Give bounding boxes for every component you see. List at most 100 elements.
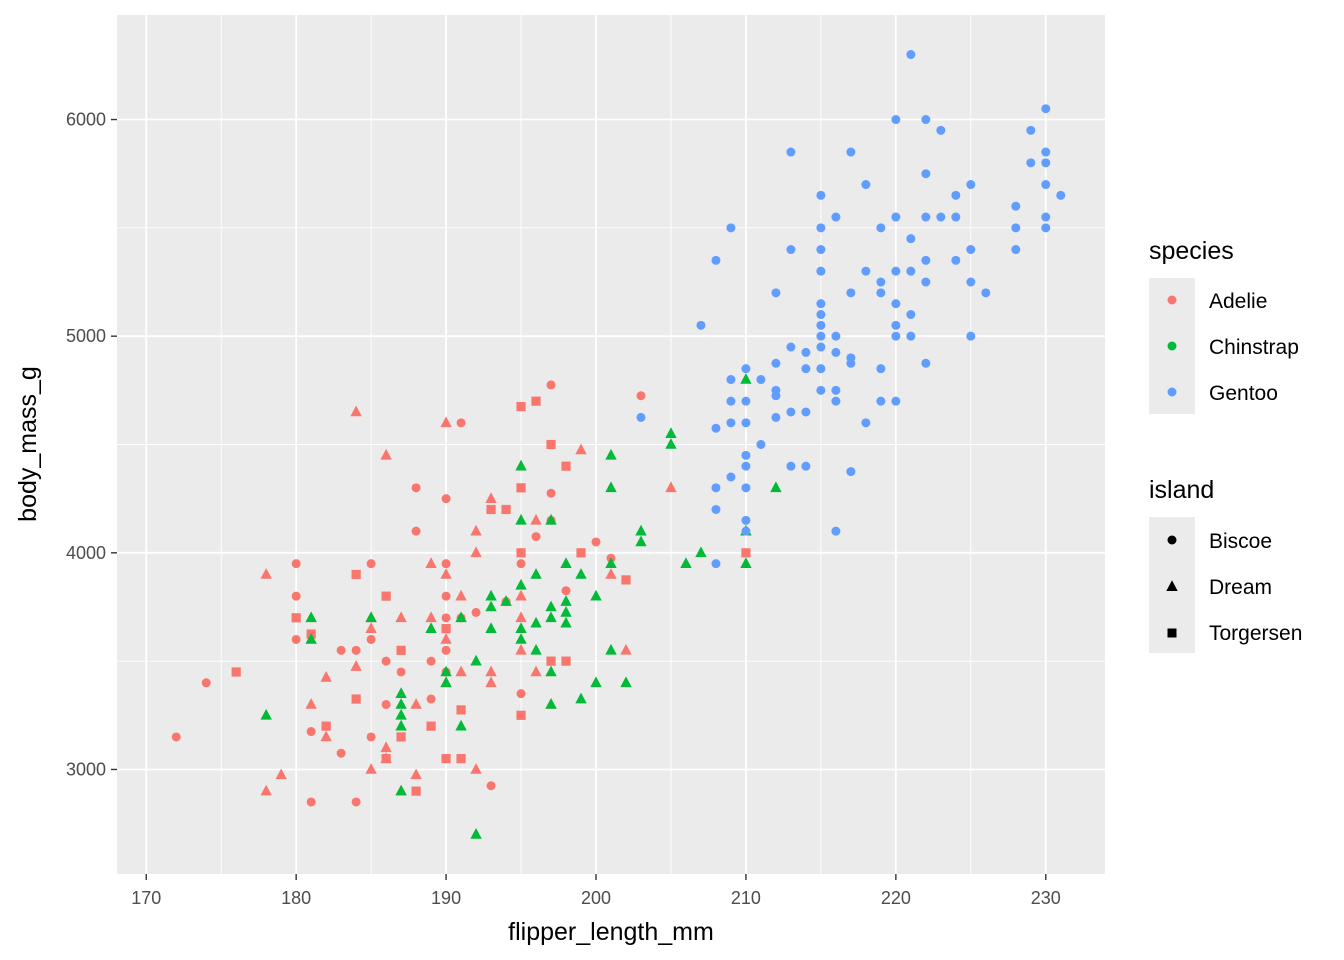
point-gentoo-biscoe [711, 559, 721, 569]
point-gentoo-biscoe [1011, 201, 1021, 211]
point-gentoo-biscoe [711, 483, 721, 493]
point-gentoo-biscoe [876, 396, 886, 406]
point-gentoo-biscoe [906, 331, 916, 341]
point-gentoo-biscoe [741, 396, 751, 406]
point-adelie-dream [410, 768, 422, 780]
point-adelie-dream [275, 768, 287, 780]
point-adelie-torgersen [351, 694, 361, 704]
point-chinstrap-dream [500, 595, 512, 606]
point-gentoo-biscoe [876, 288, 886, 298]
point-adelie-dream [320, 670, 332, 682]
point-gentoo-biscoe [921, 169, 931, 179]
point-adelie-dream [575, 443, 587, 455]
point-adelie-dream [425, 611, 437, 623]
point-adelie-torgersen [516, 710, 526, 720]
point-gentoo-biscoe [801, 347, 811, 357]
legend-island: island Biscoe Dream Torgersen [1149, 476, 1302, 653]
point-gentoo-biscoe [711, 504, 721, 514]
point-gentoo-biscoe [921, 358, 931, 368]
point-chinstrap-dream [455, 611, 467, 623]
point-adelie-torgersen [381, 591, 391, 601]
point-gentoo-biscoe [726, 375, 736, 385]
point-gentoo-biscoe [951, 255, 961, 265]
point-adelie-dream [320, 730, 332, 742]
point-chinstrap-dream [485, 622, 497, 633]
point-gentoo-biscoe [921, 255, 931, 265]
point-adelie-dream [470, 524, 482, 536]
point-adelie-dream [470, 546, 482, 558]
point-adelie-dream [455, 665, 467, 677]
point-gentoo-biscoe [771, 391, 781, 401]
point-gentoo-biscoe [816, 245, 826, 255]
point-gentoo-biscoe [816, 385, 826, 395]
point-gentoo-biscoe [1011, 223, 1021, 233]
point-adelie-biscoe [291, 591, 301, 601]
point-adelie-dream [485, 676, 497, 688]
point-gentoo-biscoe [636, 412, 646, 422]
x-tick-label: 200 [581, 888, 611, 908]
point-gentoo-biscoe [816, 320, 826, 330]
point-chinstrap-dream [680, 557, 692, 568]
point-adelie-torgersen [321, 721, 331, 731]
point-adelie-dream [305, 698, 317, 709]
point-gentoo-biscoe [936, 212, 946, 222]
point-gentoo-biscoe [1056, 190, 1066, 200]
point-chinstrap-dream [515, 513, 527, 525]
point-chinstrap-dream [740, 557, 752, 568]
point-adelie-biscoe [546, 488, 556, 498]
point-chinstrap-dream [515, 578, 527, 590]
point-chinstrap-dream [770, 481, 782, 493]
point-gentoo-biscoe [861, 180, 871, 190]
point-chinstrap-dream [605, 557, 617, 568]
point-adelie-biscoe [471, 607, 481, 617]
point-adelie-torgersen [561, 461, 571, 471]
point-gentoo-biscoe [876, 277, 886, 287]
legend-dream-key [1166, 580, 1178, 591]
legend-biscoe-key [1167, 535, 1177, 545]
point-adelie-biscoe [516, 559, 526, 569]
legend-adelie-label: Adelie [1209, 290, 1267, 313]
point-adelie-biscoe [426, 694, 436, 704]
point-adelie-dream [530, 513, 542, 525]
point-adelie-biscoe [411, 483, 421, 493]
point-adelie-biscoe [306, 727, 316, 737]
point-gentoo-biscoe [726, 223, 736, 233]
x-tick-label: 190 [431, 888, 461, 908]
point-adelie-biscoe [426, 656, 436, 666]
point-adelie-biscoe [636, 391, 646, 401]
point-gentoo-biscoe [711, 255, 721, 265]
point-adelie-torgersen [516, 401, 526, 412]
point-gentoo-biscoe [816, 364, 826, 374]
point-chinstrap-dream [530, 568, 542, 579]
point-gentoo-biscoe [981, 288, 991, 298]
point-adelie-torgersen [441, 754, 451, 764]
point-gentoo-biscoe [846, 288, 856, 298]
point-adelie-biscoe [366, 559, 376, 569]
point-gentoo-biscoe [1041, 180, 1051, 190]
point-gentoo-biscoe [906, 266, 916, 276]
point-gentoo-biscoe [966, 331, 976, 341]
point-adelie-dream [440, 416, 452, 428]
legend-adelie-key [1167, 295, 1177, 305]
point-gentoo-biscoe [951, 190, 961, 200]
point-chinstrap-dream [365, 611, 377, 623]
point-chinstrap-dream [560, 616, 572, 628]
point-adelie-biscoe [351, 645, 361, 655]
point-chinstrap-dream [260, 708, 272, 720]
point-chinstrap-dream [515, 459, 527, 471]
point-adelie-torgersen [516, 483, 526, 493]
point-gentoo-biscoe [1041, 104, 1051, 114]
point-adelie-torgersen [561, 656, 571, 666]
point-gentoo-biscoe [741, 364, 751, 374]
point-chinstrap-dream [395, 719, 407, 731]
point-gentoo-biscoe [801, 461, 811, 471]
point-chinstrap-dream [515, 622, 527, 633]
point-adelie-torgersen [486, 504, 496, 515]
point-gentoo-biscoe [831, 347, 841, 357]
point-adelie-torgersen [576, 548, 586, 558]
point-gentoo-biscoe [1041, 158, 1051, 168]
point-gentoo-biscoe [891, 331, 901, 341]
legend-gentoo-key [1167, 387, 1177, 397]
point-gentoo-biscoe [1041, 223, 1051, 233]
point-chinstrap-dream [470, 828, 482, 839]
